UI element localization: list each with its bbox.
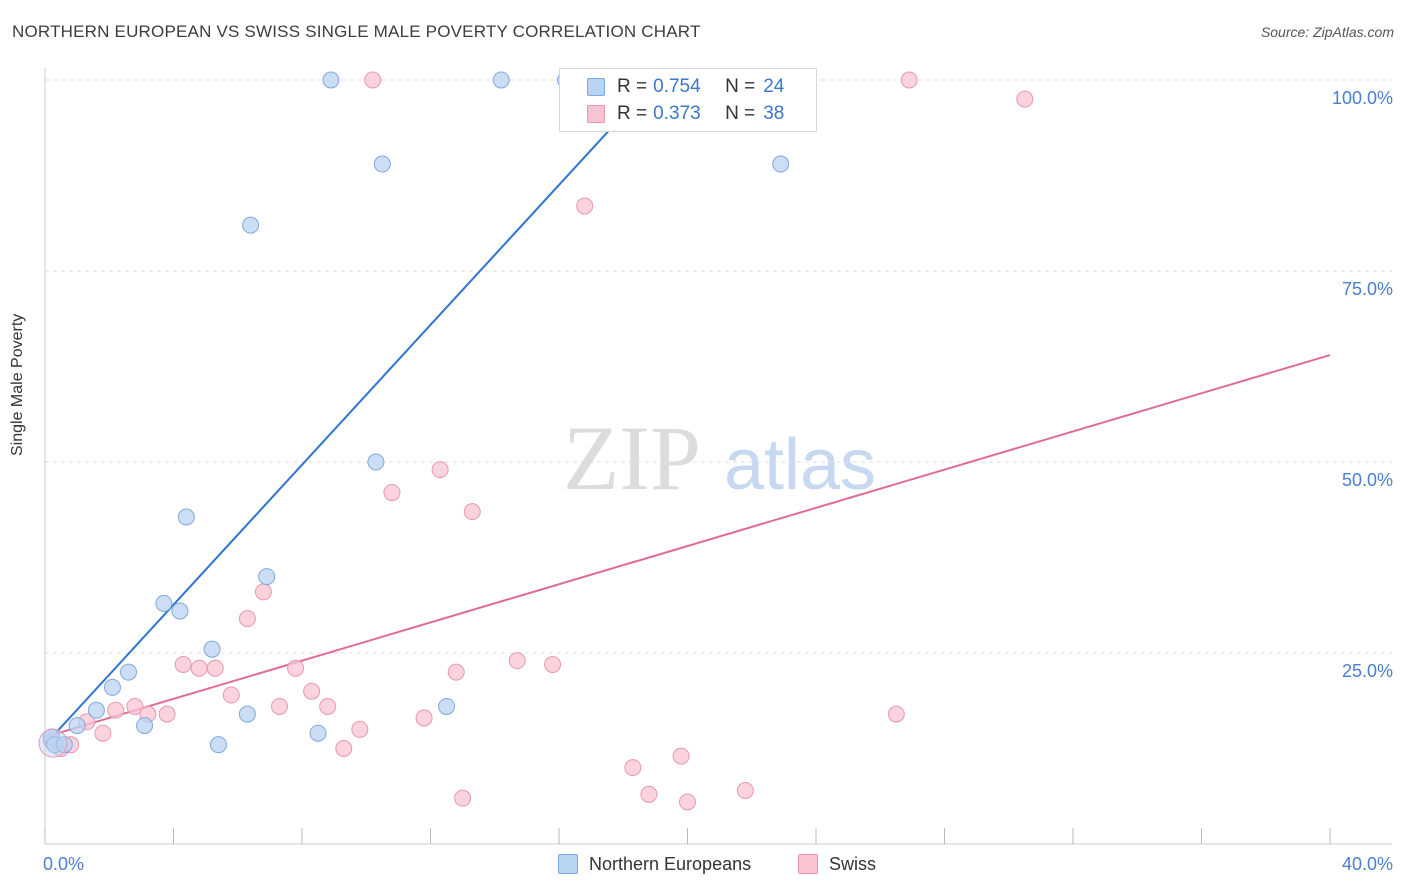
x-tick-label: 40.0% — [1342, 854, 1393, 874]
data-point-northern-europeans — [55, 736, 73, 754]
data-point-northern-europeans — [177, 508, 195, 526]
data-point-swiss — [94, 724, 112, 742]
y-tick-label: 75.0% — [1342, 279, 1393, 299]
y-tick-label: 25.0% — [1342, 661, 1393, 681]
data-point-swiss — [1016, 90, 1034, 108]
watermark-zip: ZIP — [563, 407, 701, 509]
data-point-northern-europeans — [492, 71, 510, 89]
data-point-swiss — [364, 71, 382, 89]
legend-n-label: N = — [725, 76, 756, 97]
data-point-northern-europeans — [238, 705, 256, 723]
data-point-northern-europeans — [68, 717, 86, 735]
legend-r-value: 0.754 — [653, 76, 701, 97]
data-point-swiss — [158, 705, 176, 723]
x-tick-label: 0.0% — [43, 854, 84, 874]
y-axis-label: Single Male Poverty — [9, 313, 26, 456]
data-point-swiss — [454, 789, 472, 807]
legend-label: Northern Europeans — [589, 853, 752, 874]
data-point-northern-europeans — [209, 736, 227, 754]
data-point-swiss — [887, 705, 905, 723]
data-point-northern-europeans — [155, 594, 173, 612]
data-point-swiss — [447, 663, 465, 681]
data-point-swiss — [271, 697, 289, 715]
legend-r-value: 0.373 — [653, 103, 701, 124]
data-point-swiss — [624, 759, 642, 777]
data-point-swiss — [672, 747, 690, 765]
data-point-northern-europeans — [136, 717, 154, 735]
blue-swatch-icon — [558, 854, 578, 874]
legend-row-northern-europeans: R = 0.754 N = 24 — [560, 74, 784, 100]
correlation-legend: R = 0.754 N = 24 R = 0.373 N = 38 — [559, 68, 817, 132]
legend-n-label: N = — [725, 103, 756, 124]
data-point-northern-europeans — [309, 724, 327, 742]
data-point-swiss — [544, 655, 562, 673]
pink-swatch-icon — [798, 854, 818, 874]
data-point-northern-europeans — [772, 155, 790, 173]
legend-row-swiss: R = 0.373 N = 38 — [560, 101, 784, 127]
data-point-swiss — [126, 697, 144, 715]
tick-labels: 25.0% 50.0% 75.0% 100.0% 0.0% 40.0% — [43, 88, 1393, 874]
legend-item-swiss[interactable]: Swiss — [798, 852, 876, 876]
trend-line-northern-europeans — [44, 79, 657, 746]
legend-n-value: 24 — [763, 76, 785, 97]
data-point-swiss — [319, 697, 337, 715]
data-point-swiss — [206, 659, 224, 677]
data-point-swiss — [174, 655, 192, 673]
data-point-swiss — [287, 659, 305, 677]
data-point-northern-europeans — [322, 71, 340, 89]
source-credit: Source: ZipAtlas.com — [1260, 24, 1394, 40]
data-point-swiss — [190, 659, 208, 677]
data-point-northern-europeans — [367, 453, 385, 471]
data-point-swiss — [900, 71, 918, 89]
data-point-swiss — [383, 484, 401, 502]
legend-n-value: 38 — [763, 103, 785, 124]
legend-r-label: R = — [617, 76, 648, 97]
trend-line-swiss — [44, 354, 1331, 738]
data-point-northern-europeans — [87, 701, 105, 719]
chart-title: NORTHERN EUROPEAN VS SWISS SINGLE MALE P… — [12, 22, 701, 41]
data-point-northern-europeans — [373, 155, 391, 173]
blue-swatch-icon — [587, 78, 605, 96]
y-tick-label: 50.0% — [1342, 470, 1393, 490]
data-point-northern-europeans — [171, 602, 189, 620]
data-point-northern-europeans — [203, 640, 221, 658]
data-point-swiss — [254, 583, 272, 601]
data-point-northern-europeans — [258, 568, 276, 586]
data-point-northern-europeans — [120, 663, 138, 681]
legend-item-northern-europeans[interactable]: Northern Europeans — [558, 852, 751, 876]
data-point-swiss — [351, 720, 369, 738]
data-point-swiss — [576, 197, 594, 215]
axes — [44, 68, 1392, 845]
data-point-swiss — [238, 610, 256, 628]
data-point-swiss — [415, 709, 433, 727]
gridlines — [45, 79, 1392, 654]
data-point-swiss — [736, 782, 754, 800]
data-point-swiss — [640, 785, 658, 803]
y-axis-label-wrap: Single Male Poverty — [9, 314, 27, 527]
data-points — [38, 71, 1034, 811]
data-point-northern-europeans — [438, 697, 456, 715]
data-point-swiss — [222, 686, 240, 704]
data-point-northern-europeans — [103, 678, 121, 696]
data-point-swiss — [303, 682, 321, 700]
data-point-swiss — [107, 701, 125, 719]
watermark-atlas: atlas — [724, 425, 876, 505]
data-point-swiss — [431, 461, 449, 479]
data-point-swiss — [463, 503, 481, 521]
watermark: ZIP atlas — [563, 407, 876, 509]
y-tick-label: 100.0% — [1332, 88, 1393, 108]
data-point-cluster — [38, 728, 68, 758]
legend-label: Swiss — [829, 853, 877, 874]
data-point-swiss — [335, 740, 353, 757]
data-point-swiss — [679, 793, 696, 811]
data-point-swiss — [508, 652, 526, 670]
trend-lines — [44, 79, 1331, 746]
data-point-northern-europeans — [242, 216, 260, 234]
legend-r-label: R = — [617, 103, 648, 124]
pink-swatch-icon — [587, 105, 605, 123]
